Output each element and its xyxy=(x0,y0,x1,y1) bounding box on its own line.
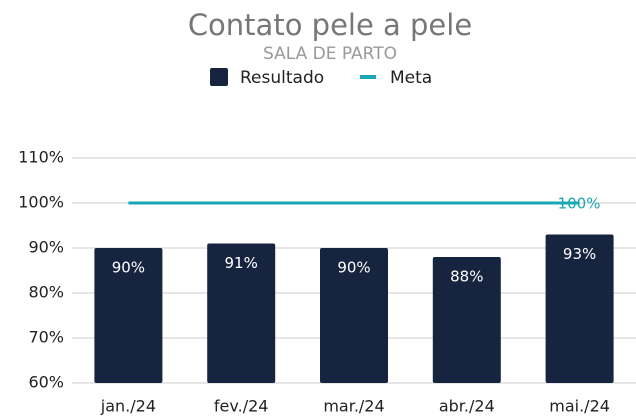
data-label: 100% xyxy=(558,195,601,213)
x-tick-label: jan./24 xyxy=(100,397,156,416)
data-label: 90% xyxy=(112,259,145,277)
data-label: 88% xyxy=(450,268,483,286)
y-tick-label: 100% xyxy=(18,193,64,212)
legend-label: Resultado xyxy=(240,68,324,88)
y-tick-label: 110% xyxy=(18,148,64,167)
bar xyxy=(432,257,501,383)
y-tick-label: 60% xyxy=(28,373,64,392)
legend-label: Meta xyxy=(390,68,432,88)
y-tick-label: 90% xyxy=(28,238,64,257)
x-tick-label: mai./24 xyxy=(549,397,610,416)
bar xyxy=(94,248,163,383)
legend-swatch xyxy=(210,68,228,86)
x-tick-label: fev./24 xyxy=(214,397,269,416)
chart-title: Contato pele a pele xyxy=(188,8,472,42)
data-label: 90% xyxy=(337,259,370,277)
x-tick-label: abr./24 xyxy=(439,397,495,416)
y-tick-label: 70% xyxy=(28,328,64,347)
data-label: 93% xyxy=(563,245,596,263)
y-tick-label: 80% xyxy=(28,283,64,302)
chart-subtitle: SALA DE PARTO xyxy=(263,44,397,64)
bar xyxy=(207,243,276,383)
bar xyxy=(545,234,614,383)
bar xyxy=(320,248,388,383)
x-tick-label: mar./24 xyxy=(323,397,384,416)
data-label: 91% xyxy=(225,254,258,272)
